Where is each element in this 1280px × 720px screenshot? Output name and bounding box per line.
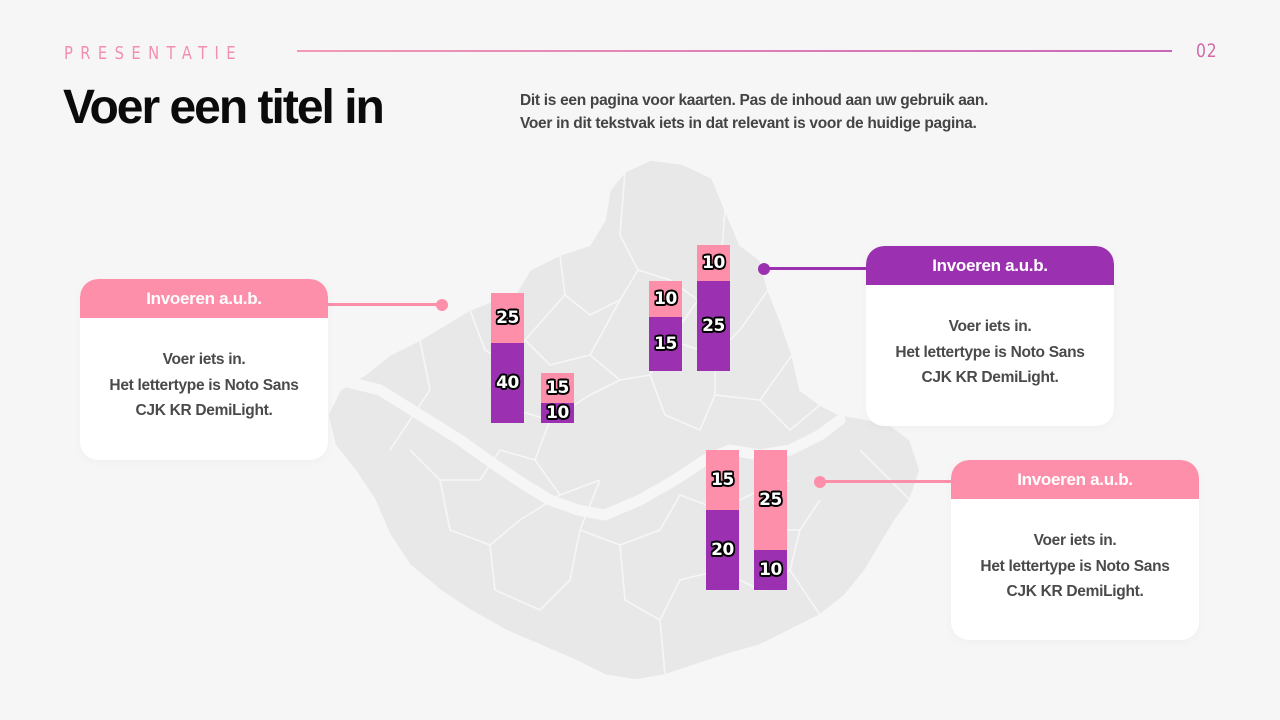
connector-dot	[758, 263, 770, 275]
stacked-bar: 15 20	[706, 450, 739, 590]
page-title: Voer een titel in	[63, 81, 385, 134]
card-body: Voer iets in. Het lettertype is Noto San…	[80, 318, 328, 424]
card-text: Voer iets in.	[1033, 532, 1117, 549]
card-header: Invoeren a.u.b.	[866, 246, 1114, 285]
bar-segment-purple: 40	[491, 343, 524, 423]
page-number: 02	[1196, 40, 1218, 62]
stacked-bar: 10 25	[697, 245, 730, 371]
bar-segment-pink: 25	[754, 450, 787, 550]
connector-dot	[814, 476, 826, 488]
bar-value: 10	[702, 253, 725, 273]
description-line: Dit is een pagina voor kaarten. Pas de i…	[520, 92, 989, 109]
bar-segment-pink: 15	[541, 373, 574, 403]
info-card-right-top: Invoeren a.u.b. Voer iets in. Het letter…	[866, 246, 1114, 426]
header-divider	[297, 50, 1172, 52]
bar-value: 25	[702, 316, 725, 336]
card-text: Het lettertype is Noto Sans	[109, 376, 299, 394]
bar-value: 10	[546, 403, 569, 423]
bar-value: 25	[759, 490, 782, 510]
card-text: Voer iets in.	[948, 318, 1032, 335]
bar-segment-purple: 10	[541, 403, 574, 423]
bar-value: 15	[546, 378, 569, 398]
bar-segment-purple: 10	[754, 550, 787, 590]
card-text: CJK KR DemiLight.	[135, 402, 273, 419]
bar-segment-pink: 25	[491, 293, 524, 343]
section-kicker: PRESENTATIE	[64, 43, 243, 64]
card-header: Invoeren a.u.b.	[80, 279, 328, 318]
bar-value: 15	[654, 334, 677, 354]
stacked-bar: 25 10	[754, 450, 787, 590]
card-body: Voer iets in. Het lettertype is Noto San…	[951, 499, 1199, 605]
info-card-left: Invoeren a.u.b. Voer iets in. Het letter…	[80, 279, 328, 460]
bar-segment-purple: 15	[649, 317, 682, 371]
stacked-bar: 10 15	[649, 281, 682, 371]
bar-value: 25	[496, 308, 519, 328]
card-text: Voer iets in.	[162, 351, 246, 368]
bar-segment-purple: 25	[697, 281, 730, 371]
connector-line	[820, 480, 954, 483]
connector-line	[764, 267, 868, 270]
stacked-bar: 25 40	[491, 293, 524, 423]
page-description: Dit is een pagina voor kaarten. Pas de i…	[520, 89, 988, 135]
description-line: Voer in dit tekstvak iets in dat relevan…	[520, 115, 977, 132]
card-body: Voer iets in. Het lettertype is Noto San…	[866, 285, 1114, 391]
card-text: Het lettertype is Noto Sans	[895, 343, 1085, 361]
district-map	[327, 159, 921, 681]
bar-segment-pink: 10	[649, 281, 682, 317]
bar-value: 15	[711, 470, 734, 490]
connector-dot	[436, 299, 448, 311]
bar-value: 10	[654, 289, 677, 309]
bar-segment-purple: 20	[706, 510, 739, 590]
bar-segment-pink: 10	[697, 245, 730, 281]
card-text: CJK KR DemiLight.	[1006, 583, 1144, 600]
card-header: Invoeren a.u.b.	[951, 460, 1199, 499]
bar-value: 20	[711, 540, 734, 560]
card-text: Het lettertype is Noto Sans	[980, 557, 1170, 575]
card-text: CJK KR DemiLight.	[921, 369, 1059, 386]
bar-value: 40	[496, 373, 519, 393]
connector-line	[328, 303, 442, 306]
bar-value: 10	[759, 560, 782, 580]
bar-segment-pink: 15	[706, 450, 739, 510]
stacked-bar: 15 10	[541, 373, 574, 423]
info-card-right-bottom: Invoeren a.u.b. Voer iets in. Het letter…	[951, 460, 1199, 640]
